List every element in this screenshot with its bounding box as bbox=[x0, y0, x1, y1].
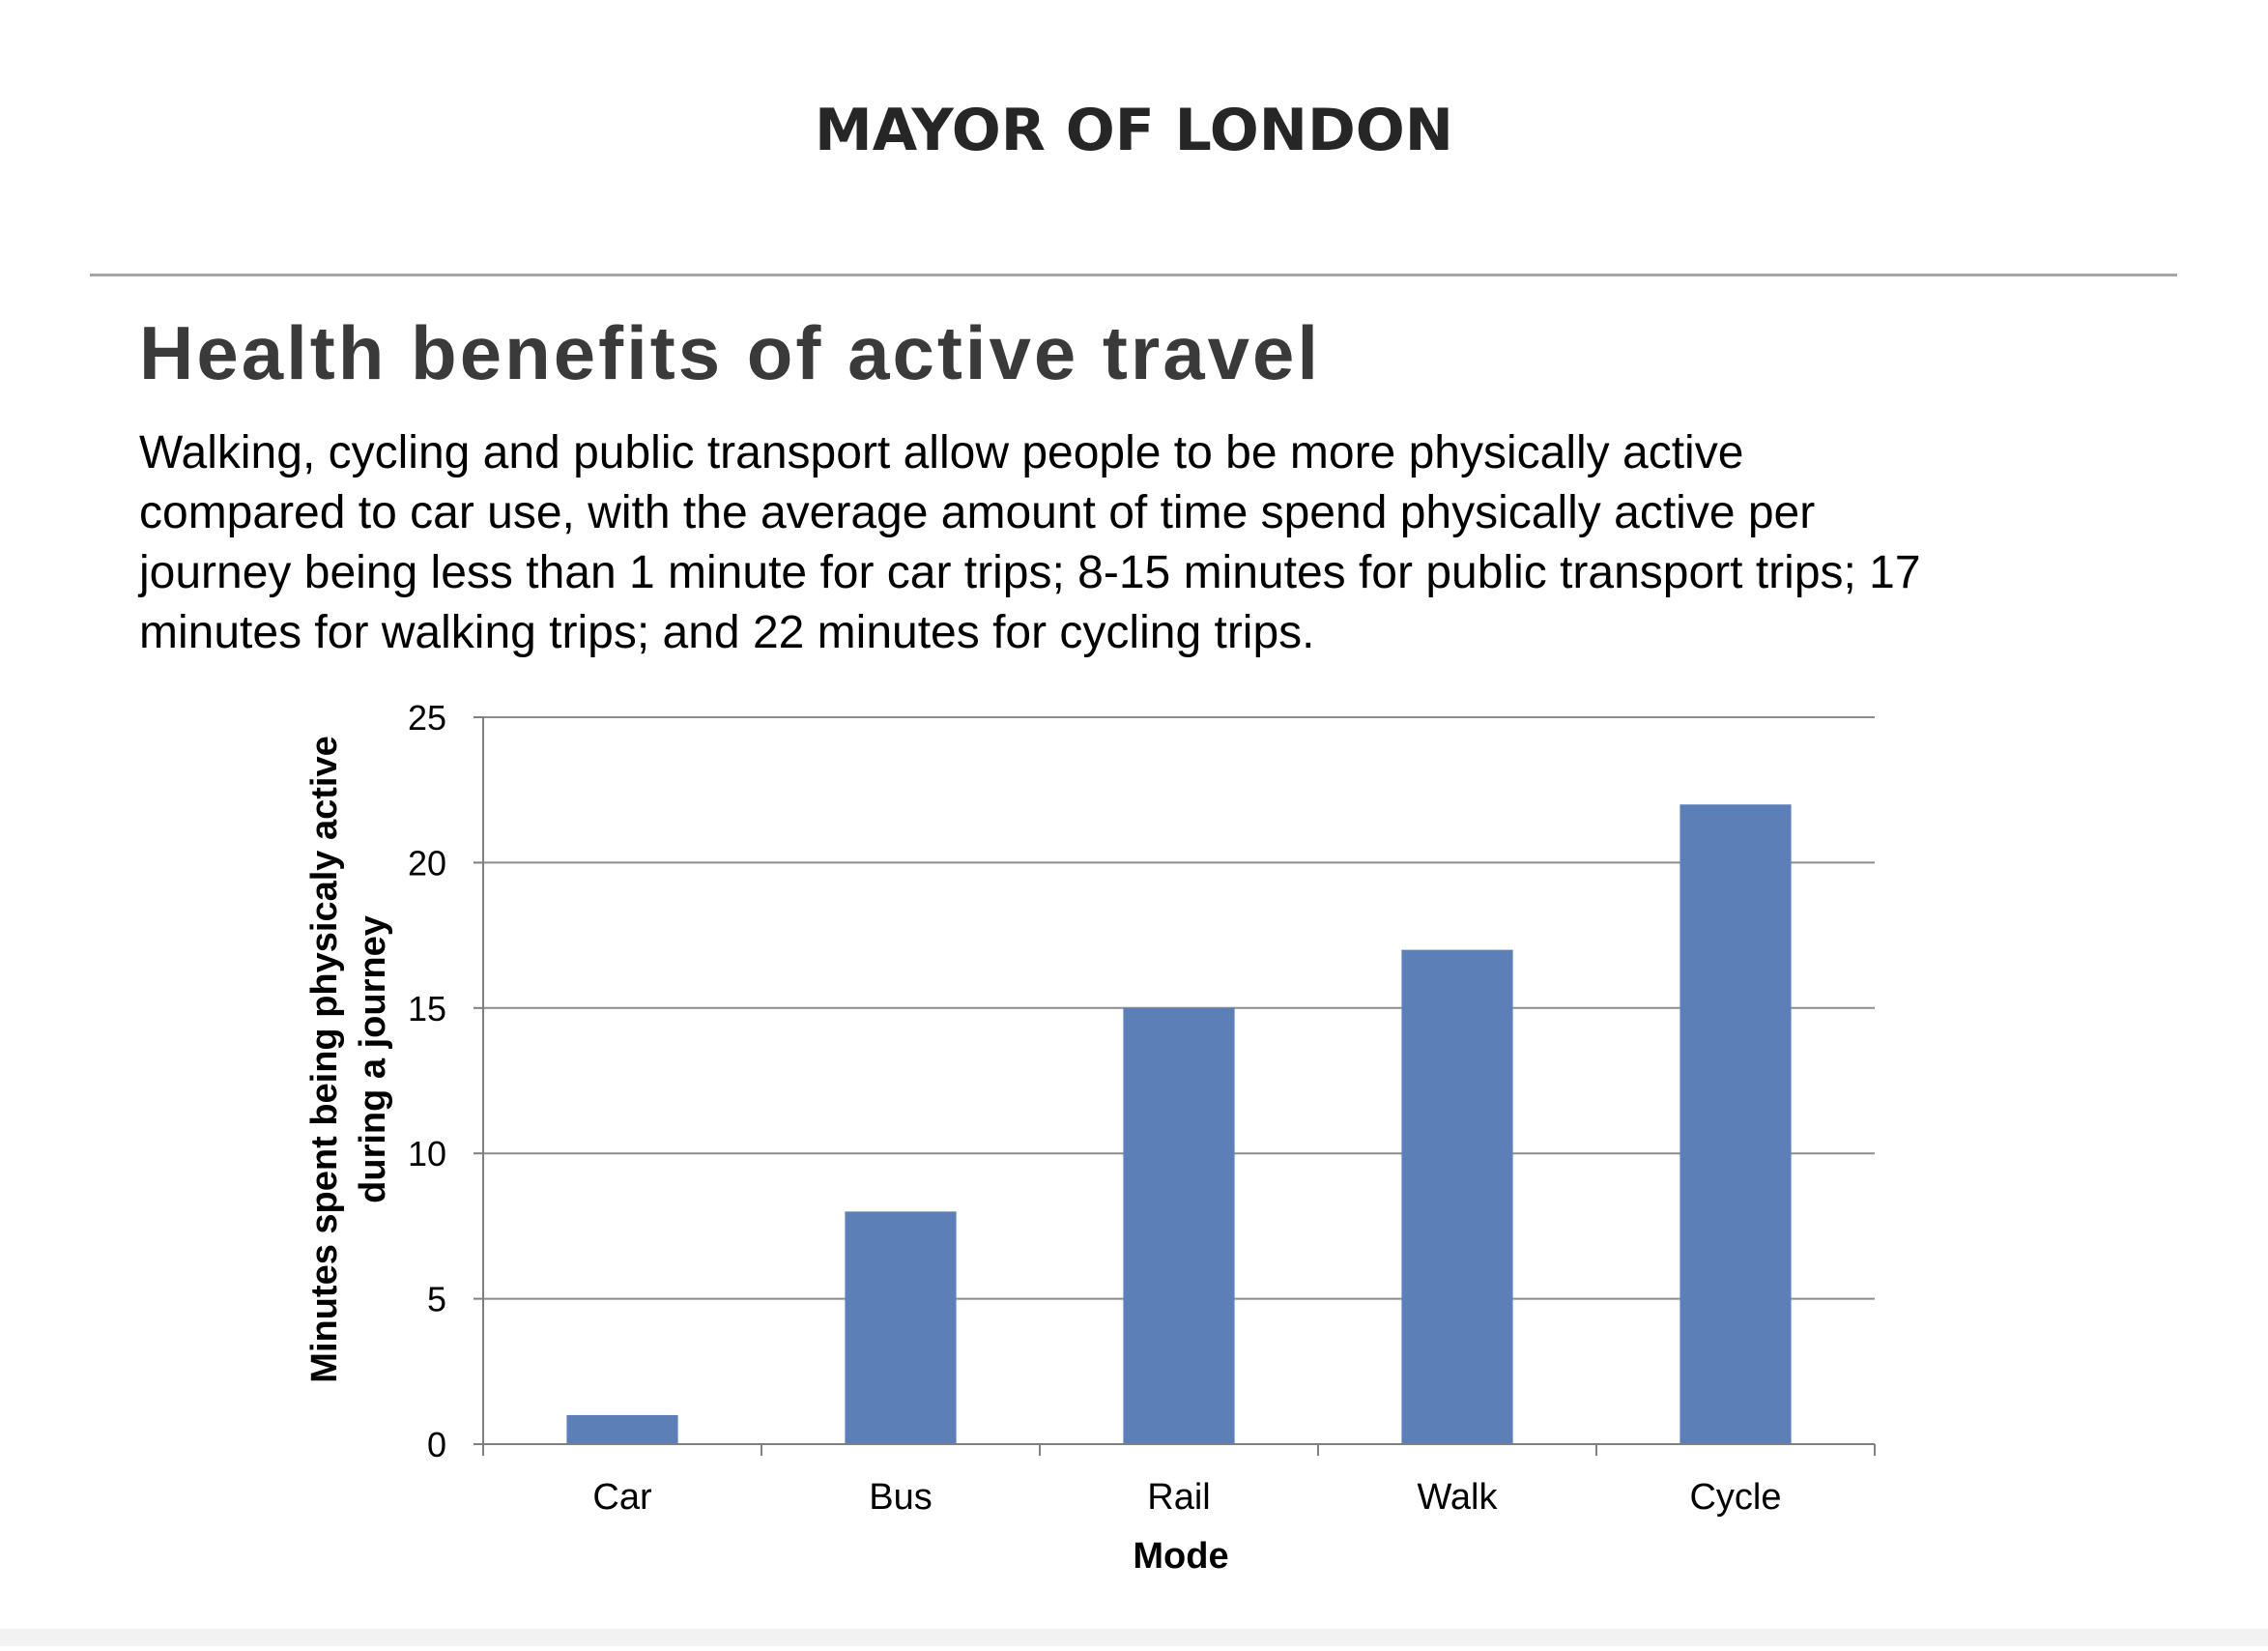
axis-labels: Mode Minutes spent being physicaly activ… bbox=[304, 736, 1229, 1577]
y-axis-title-line: Minutes spent being physicaly active bbox=[304, 736, 345, 1382]
y-tick-label: 10 bbox=[408, 1134, 446, 1173]
page-title: Health benefits of active travel bbox=[139, 310, 1322, 395]
bar-cycle bbox=[1679, 804, 1792, 1444]
bar-rail bbox=[1123, 1007, 1235, 1444]
x-tick-label: Rail bbox=[1147, 1477, 1210, 1518]
y-tick-label: 20 bbox=[408, 843, 446, 883]
axes: 0 5 10 15 20 25 Car Bus Rail Walk Cycle bbox=[408, 698, 1876, 1518]
intro-paragraph: Walking, cycling and public transport al… bbox=[139, 423, 2188, 663]
y-tick-label: 25 bbox=[408, 698, 446, 738]
y-tick-label: 0 bbox=[427, 1425, 446, 1464]
header-divider bbox=[90, 274, 2177, 276]
x-tick-label: Car bbox=[592, 1477, 652, 1518]
x-tick-label: Walk bbox=[1417, 1477, 1498, 1518]
brand-logo: MAYOR OF LONDON bbox=[814, 97, 1454, 164]
y-axis-title-line: during a journey bbox=[353, 915, 393, 1203]
page-footer-strip bbox=[0, 1629, 2268, 1646]
intro-line: Walking, cycling and public transport al… bbox=[139, 427, 1744, 478]
intro-line: compared to car use, with the average am… bbox=[139, 487, 1816, 538]
x-tick-label: Bus bbox=[869, 1477, 932, 1518]
x-axis-title: Mode bbox=[1133, 1536, 1228, 1577]
bar-walk bbox=[1401, 949, 1513, 1444]
intro-line: minutes for walking trips; and 22 minute… bbox=[139, 607, 1315, 658]
intro-line: journey being less than 1 minute for car… bbox=[139, 547, 1921, 598]
y-tick-label: 5 bbox=[427, 1280, 446, 1319]
bar-bus bbox=[845, 1211, 957, 1444]
bar-car bbox=[566, 1414, 678, 1444]
y-tick-label: 15 bbox=[408, 989, 446, 1028]
bars bbox=[566, 804, 1792, 1444]
x-tick-label: Cycle bbox=[1689, 1477, 1781, 1518]
